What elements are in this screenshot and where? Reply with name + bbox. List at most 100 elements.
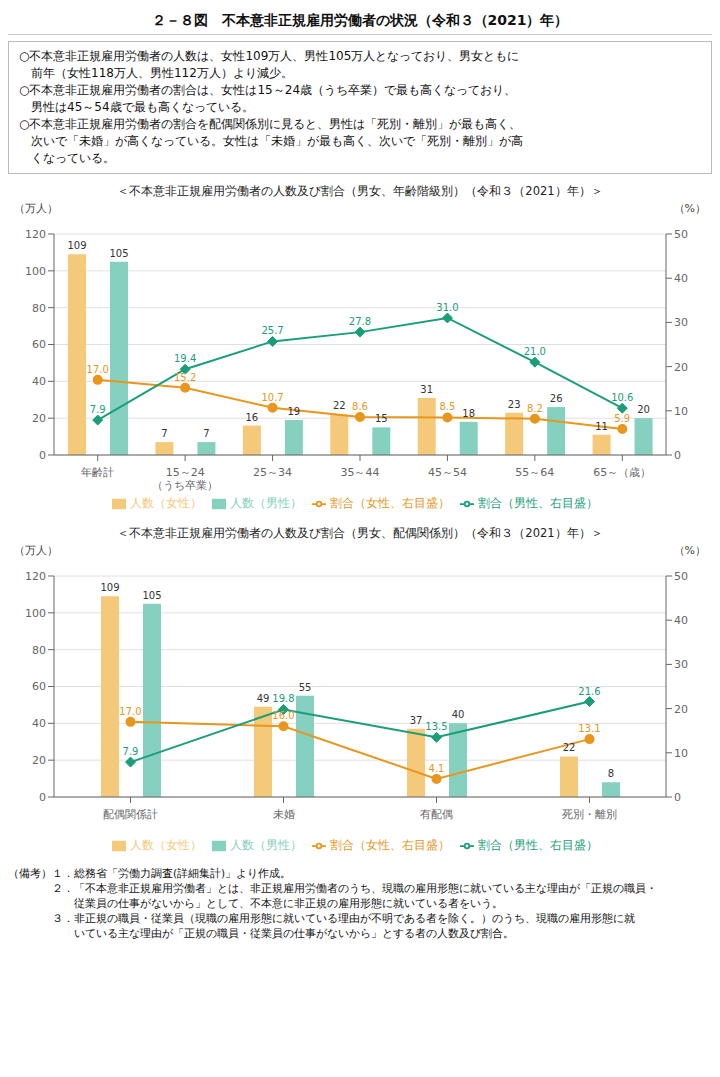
svg-text:15～24（うち卒業）: 15～24（うち卒業） (152, 466, 218, 492)
svg-text:55: 55 (299, 682, 312, 693)
svg-text:25～34: 25～34 (253, 466, 292, 479)
svg-text:7: 7 (161, 428, 167, 439)
svg-text:16.0: 16.0 (272, 710, 294, 721)
svg-text:22: 22 (333, 400, 346, 411)
svg-text:80: 80 (32, 644, 46, 657)
svg-text:19.4: 19.4 (174, 353, 196, 364)
html-text:人数（女性）: 人数（女性） (130, 496, 202, 510)
svg-text:10.7: 10.7 (261, 392, 283, 403)
svg-text:20: 20 (32, 754, 46, 767)
svg-text:7: 7 (203, 428, 209, 439)
svg-text:20: 20 (674, 361, 688, 374)
svg-text:10: 10 (674, 747, 688, 760)
svg-text:未婚: 未婚 (273, 808, 295, 821)
svg-text:10.6: 10.6 (611, 392, 633, 403)
svg-text:50: 50 (674, 570, 688, 583)
html-text:割合（女性、右目盛）: 割合（女性、右目盛） (330, 496, 450, 510)
svg-text:100: 100 (25, 607, 46, 620)
svg-text:105: 105 (142, 590, 161, 601)
svg-text:0: 0 (39, 449, 46, 462)
html-text:前年（女性118万人、男性112万人）より減少。: 前年（女性118万人、男性112万人）より減少。 (19, 66, 293, 80)
svg-text:20: 20 (674, 703, 688, 716)
svg-text:40: 40 (32, 717, 46, 730)
svg-text:65～（歳）: 65～（歳） (593, 466, 651, 479)
svg-text:20: 20 (32, 412, 46, 425)
svg-text:8: 8 (608, 768, 614, 779)
svg-text:7.9: 7.9 (90, 404, 106, 415)
svg-text:5.9: 5.9 (614, 413, 630, 424)
html-text:○不本意非正規雇用労働者の割合を配偶関係別に見ると、男性は「: ○不本意非正規雇用労働者の割合を配偶関係別に見ると、男性は「死別・離別」が最も高… (19, 117, 522, 131)
svg-text:40: 40 (32, 375, 46, 388)
svg-text:8.2: 8.2 (527, 403, 543, 414)
svg-text:0: 0 (674, 449, 681, 462)
svg-text:27.8: 27.8 (349, 316, 371, 327)
svg-text:13.5: 13.5 (425, 721, 447, 732)
svg-text:25.7: 25.7 (261, 325, 283, 336)
svg-text:30: 30 (674, 316, 688, 329)
svg-text:17.0: 17.0 (87, 364, 109, 375)
svg-text:7.9: 7.9 (123, 746, 139, 757)
svg-text:19.8: 19.8 (272, 693, 294, 704)
svg-text:37: 37 (410, 715, 423, 726)
html-text:割合（男性、右目盛）: 割合（男性、右目盛） (478, 838, 598, 852)
svg-text:50: 50 (674, 228, 688, 241)
svg-text:11: 11 (595, 421, 608, 432)
svg-text:18: 18 (462, 408, 475, 419)
svg-text:80: 80 (32, 302, 46, 315)
svg-text:死別・離別: 死別・離別 (562, 808, 617, 821)
svg-text:16: 16 (245, 412, 258, 423)
svg-text:40: 40 (674, 614, 688, 627)
svg-text:26: 26 (550, 393, 563, 404)
svg-text:13.1: 13.1 (578, 723, 600, 734)
html-text:○不本意非正規雇用労働者の割合は、女性は15～24歳（うち卒: ○不本意非正規雇用労働者の割合は、女性は15～24歳（うち卒業）で最も高くなって… (19, 83, 516, 97)
html-text:○不本意非正規雇用労働者の人数は、女性109万人、男性105: ○不本意非正規雇用労働者の人数は、女性109万人、男性105万人となっており、男… (19, 49, 520, 63)
svg-text:31.0: 31.0 (436, 302, 458, 313)
svg-text:17.0: 17.0 (119, 706, 141, 717)
svg-text:20: 20 (637, 404, 650, 415)
html-text:＜不本意非正規雇用労働者の人数及び割合（男女、年齢階級別）（: ＜不本意非正規雇用労働者の人数及び割合（男女、年齢階級別）（令和３（2021）年… (117, 184, 603, 198)
svg-text:15.2: 15.2 (174, 372, 196, 383)
svg-text:31: 31 (420, 384, 433, 395)
svg-text:120: 120 (25, 570, 46, 583)
svg-text:100: 100 (25, 265, 46, 278)
svg-text:109: 109 (67, 240, 86, 251)
svg-text:8.6: 8.6 (352, 401, 368, 412)
svg-text:21.6: 21.6 (578, 686, 600, 697)
html-text:人数（女性）: 人数（女性） (130, 838, 202, 852)
svg-text:年齢計: 年齢計 (81, 466, 114, 479)
svg-text:120: 120 (25, 228, 46, 241)
svg-text:有配偶: 有配偶 (420, 808, 453, 821)
svg-text:配偶関係計: 配偶関係計 (103, 808, 158, 821)
svg-text:0: 0 (674, 791, 681, 804)
svg-text:35～44: 35～44 (341, 466, 380, 479)
svg-text:60: 60 (32, 680, 46, 693)
svg-text:40: 40 (674, 272, 688, 285)
html-text:人数（男性）: 人数（男性） (230, 838, 302, 852)
svg-text:49: 49 (257, 693, 270, 704)
svg-text:105: 105 (109, 248, 128, 259)
svg-text:55～64: 55～64 (515, 466, 554, 479)
html-text:（万人）: （万人） (14, 202, 58, 215)
svg-text:4.1: 4.1 (429, 763, 445, 774)
svg-text:30: 30 (674, 658, 688, 671)
svg-text:23: 23 (508, 399, 521, 410)
html-text:割合（女性、右目盛）: 割合（女性、右目盛） (330, 838, 450, 852)
svg-text:60: 60 (32, 338, 46, 351)
html-text:割合（男性、右目盛）: 割合（男性、右目盛） (478, 496, 598, 510)
html-text:くなっている。: くなっている。 (19, 151, 115, 165)
html-text:人数（男性）: 人数（男性） (230, 496, 302, 510)
svg-text:0: 0 (39, 791, 46, 804)
svg-text:15: 15 (375, 413, 388, 424)
html-text:＜不本意非正規雇用労働者の人数及び割合（男女、配偶関係別）（: ＜不本意非正規雇用労働者の人数及び割合（男女、配偶関係別）（令和３（2021）年… (117, 526, 603, 540)
html-text:男性は45～54歳で最も高くなっている。: 男性は45～54歳で最も高くなっている。 (19, 100, 254, 114)
svg-text:21.0: 21.0 (524, 346, 546, 357)
svg-text:10: 10 (674, 405, 688, 418)
svg-text:40: 40 (452, 709, 465, 720)
svg-text:109: 109 (100, 582, 119, 593)
svg-text:19: 19 (287, 406, 300, 417)
html-text:次いで「未婚」が高くなっている。女性は「未婚」が最も高く、次: 次いで「未婚」が高くなっている。女性は「未婚」が最も高く、次いで「死別・離別」が… (19, 134, 523, 148)
svg-text:8.5: 8.5 (439, 401, 455, 412)
svg-text:22: 22 (563, 742, 576, 753)
svg-text:45～54: 45～54 (428, 466, 467, 479)
html-text:２－８図 不本意非正規雇用労働者の状況（令和３（2021）年: ２－８図 不本意非正規雇用労働者の状況（令和３（2021）年） (151, 12, 569, 28)
